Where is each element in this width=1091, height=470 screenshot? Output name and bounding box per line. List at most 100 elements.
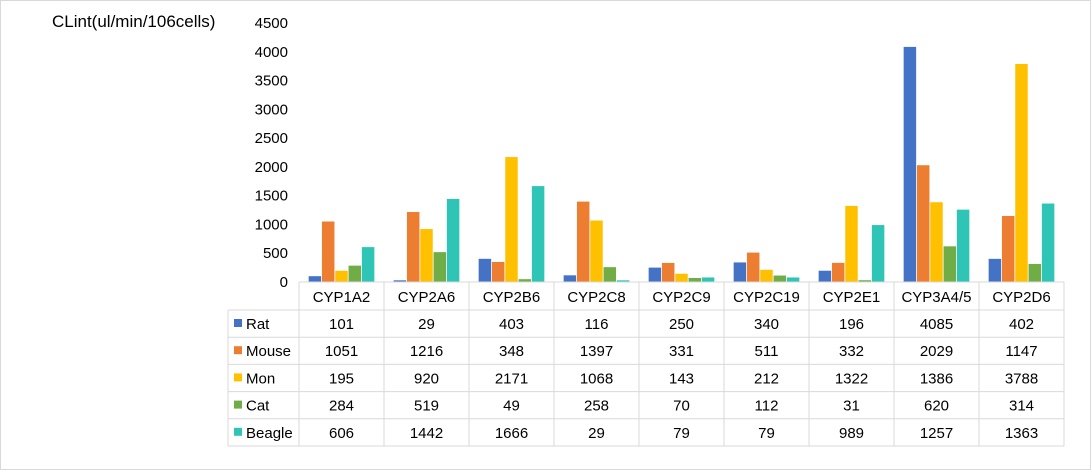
data-table-value: 70 <box>673 398 690 415</box>
data-table-value: 31 <box>843 398 860 415</box>
bar <box>733 262 747 282</box>
data-table-value: 403 <box>499 316 524 333</box>
bar <box>348 265 362 282</box>
category-label: CYP2E1 <box>823 289 881 306</box>
bar <box>361 247 375 282</box>
data-table-value: 314 <box>1009 398 1034 415</box>
data-table-value: 2029 <box>920 343 953 360</box>
data-table-value: 101 <box>329 316 354 333</box>
bar <box>335 270 348 282</box>
category-label: CYP2C8 <box>567 289 625 306</box>
data-table-value: 2171 <box>495 370 528 387</box>
bar <box>845 205 858 282</box>
bar <box>491 261 505 282</box>
bar <box>701 277 715 282</box>
y-tick-label: 2000 <box>255 159 288 176</box>
y-tick-label: 4500 <box>255 15 288 32</box>
series-label: Rat <box>246 316 270 333</box>
data-table-value: 1257 <box>920 425 953 442</box>
series-label: Beagle <box>246 425 293 442</box>
data-table-value: 1386 <box>920 370 953 387</box>
y-tick-label: 500 <box>263 245 288 262</box>
data-table-value: 112 <box>755 398 779 415</box>
series-label: Cat <box>246 398 270 415</box>
data-table-value: 989 <box>839 425 864 442</box>
data-table-value: 4085 <box>920 316 953 333</box>
data-table-value: 212 <box>754 370 779 387</box>
bar <box>831 262 845 282</box>
data-table-value: 29 <box>418 316 435 333</box>
category-label: CYP2B6 <box>483 289 541 306</box>
data-table-value: 1322 <box>835 370 868 387</box>
y-tick-label: 3000 <box>255 101 288 118</box>
category-label: CYP1A2 <box>313 289 371 306</box>
bar <box>930 202 943 282</box>
bar <box>661 262 675 282</box>
bar <box>903 46 917 282</box>
data-table-value: 332 <box>839 343 864 360</box>
bar <box>590 220 603 282</box>
bar <box>818 270 832 282</box>
bar <box>916 165 930 282</box>
bar <box>433 252 447 282</box>
data-table-value: 1397 <box>580 343 613 360</box>
bar <box>648 267 662 282</box>
bar <box>773 275 787 282</box>
data-table-value: 1051 <box>325 343 358 360</box>
data-table-value: 284 <box>329 398 354 415</box>
bar <box>308 276 322 282</box>
legend-key <box>234 319 242 327</box>
data-table-value: 331 <box>669 343 694 360</box>
bar <box>393 280 407 282</box>
bar <box>505 157 518 282</box>
data-table-value: 143 <box>669 370 694 387</box>
data-table-value: 1442 <box>410 425 443 442</box>
bar <box>420 229 433 282</box>
data-table-value: 1666 <box>495 425 528 442</box>
data-table-value: 1363 <box>1005 425 1038 442</box>
data-table-value: 195 <box>329 370 354 387</box>
data-table-value: 49 <box>503 398 520 415</box>
bar <box>943 246 957 282</box>
data-table-value: 250 <box>669 316 694 333</box>
bar <box>563 275 577 282</box>
category-label: CYP2A6 <box>398 289 456 306</box>
data-table-value: 79 <box>758 425 775 442</box>
bar <box>858 280 872 282</box>
bar <box>1028 263 1042 282</box>
data-table-value: 402 <box>1009 316 1034 333</box>
bar <box>446 199 460 282</box>
legend-key <box>234 373 242 382</box>
bar <box>988 258 1002 282</box>
data-table-value: 79 <box>673 425 690 442</box>
data-table-value: 1216 <box>410 343 443 360</box>
bar <box>531 186 545 282</box>
y-tick-label: 0 <box>280 274 288 291</box>
y-tick-label: 1000 <box>255 216 288 233</box>
legend-key <box>234 400 242 409</box>
bar <box>1001 215 1015 282</box>
data-table-value: 196 <box>839 316 864 333</box>
data-table-value: 1068 <box>580 370 613 387</box>
bar <box>688 277 702 282</box>
bar <box>675 273 688 282</box>
category-label: CYP3A4/5 <box>901 289 971 306</box>
data-table-value: 258 <box>584 398 609 415</box>
bar <box>478 258 492 282</box>
data-table-value: 606 <box>329 425 354 442</box>
y-tick-label: 1500 <box>255 188 288 205</box>
bar <box>321 221 335 282</box>
data-table-value: 620 <box>924 398 949 415</box>
series-label: Mouse <box>246 343 291 360</box>
bar <box>786 277 800 282</box>
legend-key <box>234 346 242 355</box>
bar <box>616 280 630 282</box>
data-table-value: 920 <box>414 370 439 387</box>
category-label: CYP2D6 <box>992 289 1050 306</box>
data-table-value: 519 <box>414 398 439 415</box>
series-label: Mon <box>246 370 275 387</box>
bar <box>746 252 760 282</box>
bar <box>760 269 773 282</box>
legend-key <box>234 427 242 436</box>
